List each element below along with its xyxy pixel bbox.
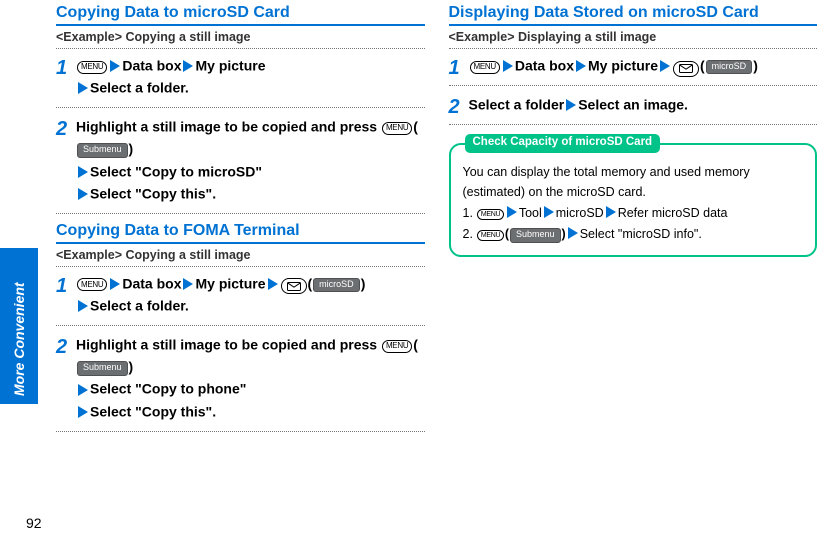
info-box-title: Check Capacity of microSD Card xyxy=(465,134,661,153)
svg-text:More Convenient: More Convenient xyxy=(11,281,27,396)
microsd-button-icon: microSD xyxy=(313,278,360,292)
instruction-text: Select "Copy to phone" xyxy=(90,381,246,397)
arrow-icon xyxy=(606,206,616,220)
arrow-icon xyxy=(568,227,578,241)
instruction-text: My picture xyxy=(195,57,265,73)
microsd-button-icon: microSD xyxy=(706,60,753,74)
step-number: 1 xyxy=(56,53,67,84)
arrow-icon xyxy=(78,81,88,95)
instruction-text: Refer microSD data xyxy=(618,206,728,220)
menu-button-icon: MENU xyxy=(477,209,503,220)
instruction-text: Tool xyxy=(519,206,542,220)
instruction-text: Data box xyxy=(122,57,181,73)
instruction-text: Select "microSD info". xyxy=(580,227,702,241)
info-intro: You can display the total memory and use… xyxy=(463,163,804,202)
step-number: 2 xyxy=(56,332,67,363)
arrow-icon xyxy=(110,59,120,73)
info-line: 2. MENU(Submenu)Select "microSD info". xyxy=(463,225,804,244)
arrow-icon xyxy=(78,405,88,419)
step: 1 MENU Data box My picture Select a folder. xyxy=(56,55,425,108)
section-title: Copying Data to FOMA Terminal xyxy=(56,222,425,244)
info-box: Check Capacity of microSD CardYou can di… xyxy=(449,143,818,257)
step-number: 2 xyxy=(56,114,67,145)
instruction-text: Select an image. xyxy=(578,97,688,113)
arrow-icon xyxy=(566,98,576,112)
menu-button-icon: MENU xyxy=(382,340,412,353)
menu-button-icon: MENU xyxy=(77,61,107,74)
arrow-icon xyxy=(78,187,88,201)
arrow-icon xyxy=(78,383,88,397)
instruction-text: Highlight a still image to be copied and… xyxy=(76,337,381,353)
section-title: Copying Data to microSD Card xyxy=(56,4,425,26)
mail-button-icon xyxy=(673,61,699,77)
example-line: <Example> Displaying a still image xyxy=(449,30,818,49)
step: 2 Select a folder Select an image. xyxy=(449,94,818,125)
submenu-button-icon: Submenu xyxy=(77,361,128,375)
instruction-text: Select "Copy this". xyxy=(90,403,216,419)
instruction-text: Select a folder. xyxy=(90,80,189,96)
instruction-text: Select "Copy this". xyxy=(90,185,216,201)
step-number: 1 xyxy=(56,271,67,302)
mail-button-icon xyxy=(281,278,307,294)
arrow-icon xyxy=(660,59,670,73)
step: 2 Highlight a still image to be copied an… xyxy=(56,334,425,432)
arrow-icon xyxy=(78,299,88,313)
arrow-icon xyxy=(507,206,517,220)
step: 2 Highlight a still image to be copied an… xyxy=(56,116,425,214)
menu-button-icon: MENU xyxy=(470,61,500,74)
menu-button-icon: MENU xyxy=(77,278,107,291)
instruction-text: Highlight a still image to be copied and… xyxy=(76,119,381,135)
info-line: 1. MENUToolmicroSDRefer microSD data xyxy=(463,204,804,223)
arrow-icon xyxy=(78,165,88,179)
step: 1MENUData boxMy picture(microSD)Select a… xyxy=(56,273,425,326)
step-number: 2 xyxy=(449,92,460,123)
left-column: Copying Data to microSD Card <Example> Co… xyxy=(56,0,425,503)
content-columns: Copying Data to microSD Card <Example> Co… xyxy=(56,0,817,503)
example-line: <Example> Copying a still image xyxy=(56,248,425,267)
instruction-text: microSD xyxy=(556,206,604,220)
instruction-text: Data box xyxy=(122,275,181,291)
arrow-icon xyxy=(110,277,120,291)
instruction-text: My picture xyxy=(588,57,658,73)
arrow-icon xyxy=(544,206,554,220)
arrow-icon xyxy=(503,59,513,73)
instruction-text: Select a folder. xyxy=(90,297,189,313)
instruction-text: Select "Copy to microSD" xyxy=(90,163,262,179)
arrow-icon xyxy=(576,59,586,73)
right-column: Displaying Data Stored on microSD Card <E… xyxy=(449,0,818,503)
page-number: 92 xyxy=(26,515,42,531)
arrow-icon xyxy=(183,59,193,73)
instruction-text: My picture xyxy=(195,275,265,291)
submenu-button-icon: Submenu xyxy=(77,143,128,157)
menu-button-icon: MENU xyxy=(382,122,412,135)
page: More Convenient Copying Data to microSD … xyxy=(0,0,827,543)
info-box-wrap: Check Capacity of microSD CardYou can di… xyxy=(449,143,818,257)
side-tab: More Convenient xyxy=(0,248,38,404)
submenu-button-icon: Submenu xyxy=(510,228,561,242)
section-title: Displaying Data Stored on microSD Card xyxy=(449,4,818,26)
step-number: 1 xyxy=(449,53,460,84)
instruction-text: Data box xyxy=(515,57,574,73)
arrow-icon xyxy=(183,277,193,291)
instruction-text: Select a folder xyxy=(469,97,565,113)
step: 1MENUData boxMy picture(microSD) xyxy=(449,55,818,86)
menu-button-icon: MENU xyxy=(477,230,503,241)
example-line: <Example> Copying a still image xyxy=(56,30,425,49)
arrow-icon xyxy=(268,277,278,291)
